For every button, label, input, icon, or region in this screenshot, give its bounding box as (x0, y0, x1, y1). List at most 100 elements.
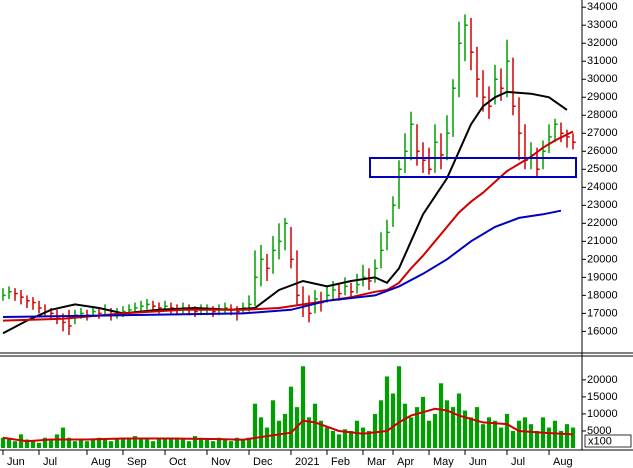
volume-bar (252, 403, 258, 448)
volume-bar (222, 439, 228, 448)
volume-bar (510, 430, 516, 448)
y-tick-label: 34000 (587, 1, 618, 13)
moving-average (2, 407, 574, 443)
volume-bar (318, 420, 324, 448)
x-tick-label: Oct (169, 456, 186, 468)
x-tick-label: Nov (211, 456, 231, 468)
volume-bar (450, 407, 456, 448)
volume-bar (408, 417, 414, 448)
volume-bar (102, 439, 108, 448)
y-tick-label: 21000 (587, 235, 618, 247)
volume-bar (192, 436, 198, 448)
volume-bar (234, 437, 240, 448)
volume-bar (528, 424, 534, 448)
volume-bar (486, 417, 492, 448)
y-tick-label: 18000 (587, 289, 618, 301)
volume-bar (216, 437, 222, 448)
x-tick-label: Dec (253, 456, 273, 468)
x-tick-label: Jul (511, 456, 525, 468)
volume-bar (66, 437, 72, 448)
moving-average (2, 209, 562, 318)
volume-bar (150, 441, 156, 448)
volume-bar (126, 439, 132, 448)
y-tick-label: 10000 (587, 408, 618, 420)
volume-bar (306, 417, 312, 448)
volume-bar (174, 437, 180, 448)
volume-bar (210, 441, 216, 448)
moving-average (2, 130, 574, 322)
volume-bar (288, 386, 294, 448)
y-tick-label: 22000 (587, 217, 618, 229)
y-tick-label: 30000 (587, 73, 618, 85)
volume-bar (144, 439, 150, 448)
volume-bar (438, 383, 444, 448)
volume-bar (36, 442, 42, 448)
volume-bar (480, 424, 486, 448)
volume-bar (12, 441, 18, 448)
volume-bar (48, 439, 54, 448)
volume-bar (354, 420, 360, 448)
highlight-box (369, 157, 577, 178)
volume-bar (156, 437, 162, 448)
volume-bar (138, 437, 144, 448)
y-tick-label: 15000 (587, 391, 618, 403)
y-tick-label: 26000 (587, 145, 618, 157)
volume-bar (108, 441, 114, 448)
volume-bar (72, 441, 78, 448)
volume-bar (30, 441, 36, 448)
volume-bar (414, 407, 420, 448)
volume-bar (384, 376, 390, 448)
volume-bar (570, 427, 576, 448)
x-tick-label: Aug (91, 456, 111, 468)
x-tick-label: Aug (553, 456, 573, 468)
volume-bar (360, 427, 366, 448)
volume-bar (522, 417, 528, 448)
x-tick-label: Sep (127, 456, 147, 468)
volume-bar (6, 439, 12, 448)
y-tick-label: 20000 (587, 374, 618, 386)
volume-bar (330, 430, 336, 448)
volume-bar (24, 439, 30, 448)
y-tick-label: 24000 (587, 181, 618, 193)
volume-bar (534, 430, 540, 448)
x-tick-label: 2021 (295, 456, 319, 468)
x-tick-label: Jun (469, 456, 487, 468)
volume-bar (246, 437, 252, 448)
volume-bar (336, 434, 342, 448)
volume-bar (204, 439, 210, 448)
volume-bar (0, 437, 6, 448)
x-tick-label: Feb (331, 456, 350, 468)
volume-bar (396, 366, 402, 448)
x-tick-label: Jul (43, 456, 57, 468)
y-tick-label: 33000 (587, 19, 618, 31)
volume-bar (516, 420, 522, 448)
volume-bar (186, 441, 192, 448)
volume-bar (456, 393, 462, 448)
volume-bar (42, 437, 48, 448)
volume-bar (558, 430, 564, 448)
plot-layer: 16000 17000 18000 19000 20000 21000 22000 23000… (0, 1, 618, 468)
x-tick-label: Apr (397, 456, 414, 468)
volume-bar (546, 427, 552, 448)
volume-bar (420, 396, 426, 448)
x-tick-label: May (433, 456, 454, 468)
volume-bar (54, 434, 60, 448)
y-tick-label: 17000 (587, 307, 618, 319)
volume-bar (492, 420, 498, 448)
volume-bar (264, 427, 270, 448)
volume-bar (300, 366, 306, 448)
volume-bar (342, 429, 348, 448)
volume-bar (282, 413, 288, 448)
volume-bar (504, 413, 510, 448)
volume-bar (372, 413, 378, 448)
y-tick-label: 5000 (587, 425, 611, 437)
volume-bar (240, 439, 246, 448)
volume-bar (564, 424, 570, 448)
volume-bar (96, 437, 102, 448)
volume-bar (228, 441, 234, 448)
volume-bar (462, 410, 468, 448)
y-tick-label: 25000 (587, 163, 618, 175)
y-tick-label: 20000 (587, 253, 618, 265)
